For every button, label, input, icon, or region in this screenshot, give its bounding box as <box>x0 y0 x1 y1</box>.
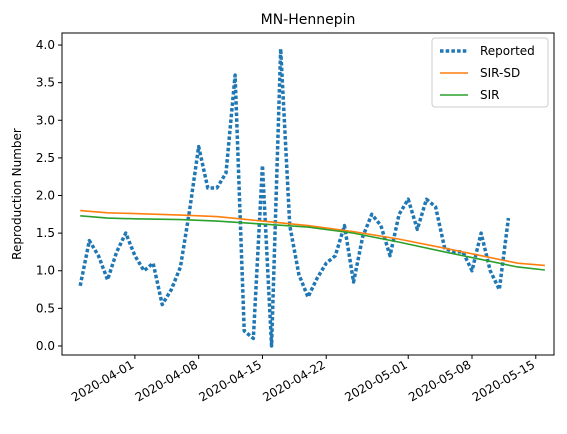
x-tick-label: 2020-04-01 <box>69 357 136 404</box>
plot-area <box>78 47 545 348</box>
legend-box <box>431 37 549 108</box>
chart-title: MN-Hennepin <box>261 12 356 28</box>
y-tick-label: 2.5 <box>36 151 55 165</box>
legend-label-reported: Reported <box>480 44 535 58</box>
x-tick-label: 2020-05-08 <box>406 357 473 404</box>
plot-frame <box>61 32 555 356</box>
y-tick-label: 3.0 <box>36 113 55 127</box>
series-line-sir-sd <box>80 209 545 267</box>
legend-label-sir-sd: SIR-SD <box>480 66 520 80</box>
series-line-reported <box>78 47 511 348</box>
series-line-sir <box>80 215 545 271</box>
legend-label-sir: SIR <box>480 88 500 102</box>
x-tick-label: 2020-04-22 <box>260 357 327 404</box>
y-axis-label: Reproduction Number <box>10 128 24 260</box>
legend: Reported SIR-SD SIR <box>431 37 549 108</box>
x-tick-label: 2020-05-15 <box>470 357 537 404</box>
y-tick-label: 1.0 <box>36 264 55 278</box>
y-tick-label: 4.0 <box>36 38 55 52</box>
y-tick-label: 2.0 <box>36 189 55 203</box>
y-tick-label: 0.5 <box>36 301 55 315</box>
y-tick-label: 3.5 <box>36 76 55 90</box>
y-tick-label: 0.0 <box>36 339 55 353</box>
x-tick-label: 2020-05-01 <box>342 357 409 404</box>
y-tick-label: 1.5 <box>36 226 55 240</box>
x-tick-label: 2020-04-08 <box>133 357 200 404</box>
x-tick-label: 2020-04-15 <box>197 357 264 404</box>
